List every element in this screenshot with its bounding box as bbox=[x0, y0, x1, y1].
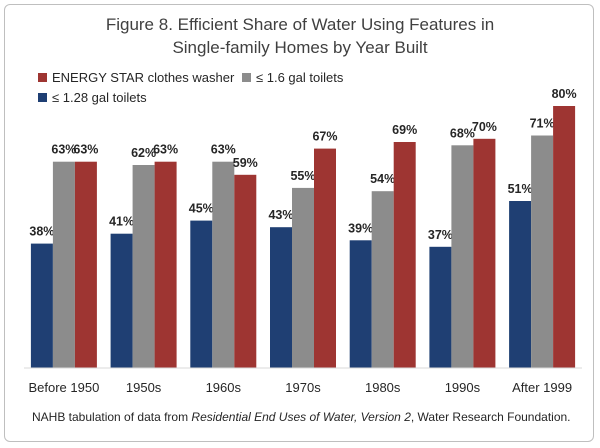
bar-after-1999-series-0 bbox=[509, 201, 532, 368]
x-tick-label-1970s: 1970s bbox=[285, 380, 321, 395]
legend-label-1-6-toilets: ≤ 1.6 gal toilets bbox=[256, 70, 344, 85]
bar-before-1950-series-2 bbox=[74, 161, 97, 368]
source-title: Residential End Uses of Water, Version 2 bbox=[191, 410, 411, 424]
bar-1990s-series-1 bbox=[451, 145, 474, 368]
chart-title-line1: Figure 8. Efficient Share of Water Using… bbox=[106, 15, 494, 34]
x-tick-label-before-1950: Before 1950 bbox=[28, 380, 99, 395]
source-note: NAHB tabulation of data from Residential… bbox=[32, 410, 571, 424]
legend-label-1-28-toilets: ≤ 1.28 gal toilets bbox=[52, 90, 147, 105]
data-label-after-1999-series-2: 80% bbox=[552, 87, 577, 101]
bar-1980s-series-1 bbox=[371, 191, 394, 368]
data-label-1970s-series-2: 67% bbox=[312, 130, 337, 144]
bar-1990s-series-0 bbox=[429, 246, 452, 368]
data-label-1950s-series-0: 41% bbox=[109, 215, 134, 229]
bar-1950s-series-0 bbox=[110, 233, 133, 368]
plot-area: 38%63%63%Before 195041%62%63%1950s45%63%… bbox=[28, 87, 576, 395]
data-label-after-1999-series-0: 51% bbox=[508, 182, 533, 196]
bar-1950s-series-2 bbox=[154, 161, 177, 368]
bar-1950s-series-1 bbox=[132, 165, 155, 368]
source-suffix: , Water Research Foundation. bbox=[410, 410, 571, 424]
data-label-1970s-series-1: 55% bbox=[290, 169, 315, 183]
data-label-1960s-series-1: 63% bbox=[211, 143, 236, 157]
data-label-1970s-series-0: 43% bbox=[268, 208, 293, 222]
bar-1990s-series-2 bbox=[473, 138, 496, 369]
chart-title-line2: Single-family Homes by Year Built bbox=[172, 38, 427, 57]
legend: ENERGY STAR clothes washer ≤ 1.6 gal toi… bbox=[38, 70, 344, 105]
data-label-before-1950-series-0: 38% bbox=[29, 225, 54, 239]
bar-before-1950-series-0 bbox=[30, 243, 53, 369]
data-label-before-1950-series-2: 63% bbox=[73, 143, 98, 157]
data-label-1990s-series-1: 68% bbox=[450, 126, 475, 140]
bar-1980s-series-2 bbox=[393, 142, 416, 368]
x-tick-label-1960s: 1960s bbox=[206, 380, 242, 395]
data-label-1990s-series-2: 70% bbox=[472, 120, 497, 134]
data-label-1990s-series-0: 37% bbox=[428, 228, 453, 242]
bar-before-1950-series-1 bbox=[52, 161, 75, 368]
bar-after-1999-series-2 bbox=[553, 106, 576, 368]
data-label-1980s-series-1: 54% bbox=[370, 172, 395, 186]
data-label-1960s-series-2: 59% bbox=[233, 156, 258, 170]
legend-swatch-1-6-toilets bbox=[242, 73, 251, 82]
legend-label-washer: ENERGY STAR clothes washer bbox=[52, 70, 235, 85]
x-tick-label-1980s: 1980s bbox=[365, 380, 401, 395]
source-prefix: NAHB tabulation of data from bbox=[32, 410, 192, 424]
bar-1970s-series-1 bbox=[292, 187, 314, 368]
bar-1960s-series-2 bbox=[234, 174, 257, 368]
bar-1980s-series-0 bbox=[349, 240, 372, 368]
data-label-1980s-series-0: 39% bbox=[348, 221, 373, 235]
data-label-after-1999-series-1: 71% bbox=[530, 117, 555, 131]
x-tick-label-1950s: 1950s bbox=[126, 380, 162, 395]
bar-1970s-series-0 bbox=[270, 227, 292, 368]
x-tick-label-1990s: 1990s bbox=[445, 380, 481, 395]
data-label-1960s-series-0: 45% bbox=[189, 202, 214, 216]
legend-swatch-1-28-toilets bbox=[38, 93, 47, 102]
legend-swatch-washer bbox=[38, 73, 47, 82]
data-label-1950s-series-1: 62% bbox=[131, 146, 156, 160]
bar-1960s-series-1 bbox=[212, 161, 235, 368]
bar-after-1999-series-1 bbox=[531, 135, 554, 368]
data-label-1950s-series-2: 63% bbox=[153, 143, 178, 157]
data-label-1980s-series-2: 69% bbox=[392, 123, 417, 137]
bar-1970s-series-2 bbox=[314, 148, 336, 368]
bar-1960s-series-0 bbox=[190, 220, 213, 368]
x-tick-label-after-1999: After 1999 bbox=[512, 380, 572, 395]
data-label-before-1950-series-1: 63% bbox=[51, 143, 76, 157]
